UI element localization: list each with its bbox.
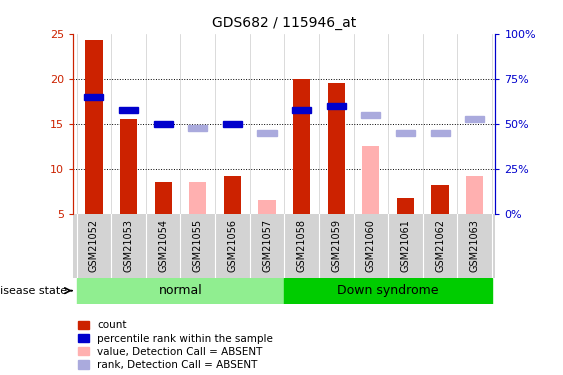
Bar: [224, 176, 241, 214]
Bar: [257, 130, 276, 136]
Text: GSM21056: GSM21056: [227, 219, 238, 272]
Text: normal: normal: [159, 284, 202, 297]
Bar: [293, 79, 310, 214]
Bar: [86, 40, 102, 214]
Bar: [154, 182, 172, 214]
Text: GSM21055: GSM21055: [193, 219, 203, 272]
Bar: [292, 107, 311, 113]
Text: GSM21063: GSM21063: [470, 219, 480, 272]
Text: GSM21059: GSM21059: [331, 219, 341, 272]
Bar: [188, 125, 207, 131]
Bar: [362, 146, 379, 214]
Text: disease state: disease state: [0, 286, 68, 296]
Bar: [396, 130, 415, 136]
Bar: [77, 278, 284, 304]
Title: GDS682 / 115946_at: GDS682 / 115946_at: [212, 16, 356, 30]
Text: GSM21060: GSM21060: [366, 219, 376, 272]
Text: GSM21062: GSM21062: [435, 219, 445, 272]
Text: GSM21058: GSM21058: [297, 219, 307, 272]
Text: GSM21053: GSM21053: [123, 219, 133, 272]
Text: GSM21054: GSM21054: [158, 219, 168, 272]
Bar: [189, 182, 207, 214]
Bar: [328, 83, 345, 214]
Bar: [258, 200, 276, 214]
Bar: [361, 112, 381, 118]
Bar: [431, 130, 450, 136]
Bar: [154, 121, 173, 127]
Bar: [327, 103, 346, 109]
Legend: count, percentile rank within the sample, value, Detection Call = ABSENT, rank, : count, percentile rank within the sample…: [78, 320, 273, 370]
Bar: [397, 198, 414, 214]
Bar: [284, 278, 492, 304]
Bar: [465, 116, 484, 122]
Bar: [119, 107, 138, 113]
Text: GSM21057: GSM21057: [262, 219, 272, 272]
Text: GSM21061: GSM21061: [400, 219, 410, 272]
Bar: [466, 176, 483, 214]
Bar: [120, 119, 137, 214]
Bar: [431, 185, 449, 214]
Text: GSM21052: GSM21052: [89, 219, 99, 272]
Bar: [223, 121, 242, 127]
Bar: [84, 94, 104, 100]
Text: Down syndrome: Down syndrome: [337, 284, 439, 297]
